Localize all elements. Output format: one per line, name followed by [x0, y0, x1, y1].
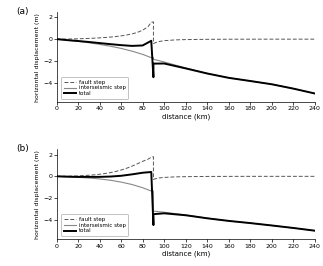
X-axis label: distance (km): distance (km) — [162, 114, 210, 120]
Legend: fault step, interseismic step, total: fault step, interseismic step, total — [61, 77, 128, 99]
Legend: fault step, interseismic step, total: fault step, interseismic step, total — [61, 214, 128, 236]
Text: (b): (b) — [16, 144, 29, 153]
Y-axis label: horizontal displacement (m): horizontal displacement (m) — [35, 150, 40, 239]
X-axis label: distance (km): distance (km) — [162, 251, 210, 257]
Y-axis label: horizontal displacement (m): horizontal displacement (m) — [35, 13, 40, 102]
Text: (a): (a) — [16, 7, 29, 15]
